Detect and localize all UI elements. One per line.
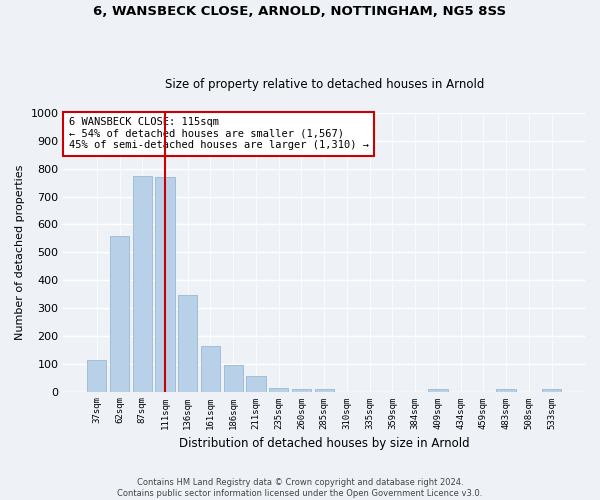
Bar xyxy=(247,376,266,392)
Bar xyxy=(155,177,175,392)
Bar xyxy=(542,390,561,392)
Bar xyxy=(269,388,289,392)
X-axis label: Distribution of detached houses by size in Arnold: Distribution of detached houses by size … xyxy=(179,437,470,450)
Bar xyxy=(496,390,516,392)
Bar xyxy=(87,360,106,392)
Bar xyxy=(428,389,448,392)
Bar xyxy=(314,389,334,392)
Bar xyxy=(201,346,220,392)
Bar xyxy=(133,176,152,392)
Title: Size of property relative to detached houses in Arnold: Size of property relative to detached ho… xyxy=(164,78,484,91)
Text: 6, WANSBECK CLOSE, ARNOLD, NOTTINGHAM, NG5 8SS: 6, WANSBECK CLOSE, ARNOLD, NOTTINGHAM, N… xyxy=(94,5,506,18)
Bar xyxy=(178,296,197,392)
Bar xyxy=(224,364,243,392)
Text: Contains HM Land Registry data © Crown copyright and database right 2024.
Contai: Contains HM Land Registry data © Crown c… xyxy=(118,478,482,498)
Bar xyxy=(110,236,129,392)
Text: 6 WANSBECK CLOSE: 115sqm
← 54% of detached houses are smaller (1,567)
45% of sem: 6 WANSBECK CLOSE: 115sqm ← 54% of detach… xyxy=(68,117,368,150)
Bar xyxy=(292,389,311,392)
Y-axis label: Number of detached properties: Number of detached properties xyxy=(15,164,25,340)
